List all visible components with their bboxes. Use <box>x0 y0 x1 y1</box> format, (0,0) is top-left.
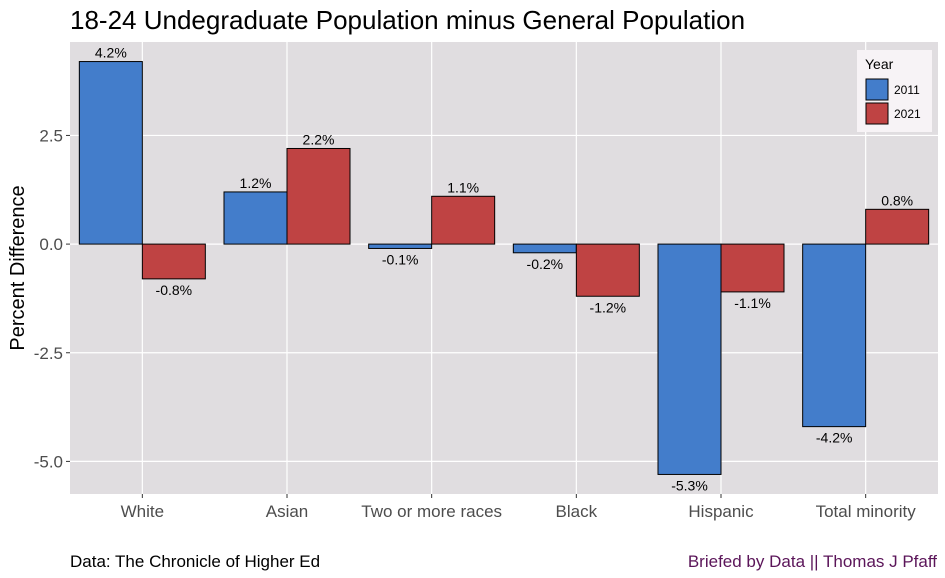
legend-label: 2011 <box>894 83 920 97</box>
bar-2011 <box>78 61 143 245</box>
legend-swatch <box>865 102 889 125</box>
legend-swatch <box>865 78 889 101</box>
x-tick-label: Total minority <box>816 502 917 521</box>
data-labels: 4.2% 1.2% -0.1% -0.2% -5.3% -4.2% -0.8% 2.2% 1.1… <box>95 45 913 494</box>
y-tick-label: 0.0 <box>39 235 63 254</box>
bar-value-label: 1.1% <box>447 179 479 195</box>
y-tick-label: 2.5 <box>39 126 63 145</box>
bar-2011 <box>223 191 288 245</box>
bar-value-label: -1.2% <box>590 299 627 315</box>
bar-value-label: -1.1% <box>734 295 771 311</box>
y-axis-title: Percent Difference <box>7 185 29 350</box>
bar-value-label: -0.1% <box>382 251 419 267</box>
x-tick-label: Asian <box>266 502 309 521</box>
credit-caption: Briefed by Data || Thomas J Pfaff <box>688 552 937 571</box>
bar-value-label: -5.3% <box>671 477 708 493</box>
x-tick-label: White <box>121 502 164 521</box>
bar-2021 <box>286 147 351 245</box>
bar-value-label: 4.2% <box>95 45 127 61</box>
bar-2021 <box>720 243 785 293</box>
bar-value-label: -0.8% <box>156 282 193 298</box>
bar-2021 <box>431 195 496 245</box>
legend-title: Year <box>865 56 894 72</box>
bar-value-label: -0.2% <box>527 256 564 272</box>
bar-value-label: -4.2% <box>816 430 853 446</box>
x-tick-label: Two or more races <box>361 502 502 521</box>
bars <box>78 61 930 475</box>
y-tick-label: -5.0 <box>34 452 63 471</box>
plot-panel <box>70 42 938 494</box>
bar-value-label: 1.2% <box>240 175 272 191</box>
bar-2021 <box>575 243 640 297</box>
chart-title: 18-24 Undegraduate Population minus Gene… <box>70 5 745 35</box>
bar-value-label: 2.2% <box>303 131 335 147</box>
y-tick-label: -2.5 <box>34 344 63 363</box>
bar-2011 <box>802 243 867 428</box>
bar-2021 <box>141 243 206 280</box>
bar-2021 <box>865 208 930 245</box>
x-tick-label: Black <box>556 502 598 521</box>
x-tick-label: Hispanic <box>688 502 754 521</box>
bar-2011 <box>657 243 722 475</box>
bar-2011 <box>368 243 433 249</box>
legend-label: 2021 <box>894 107 921 121</box>
y-axis: 2.5 0.0 -2.5 -5.0 <box>34 126 70 471</box>
x-axis: White Asian Two or more races Black Hispanic… <box>121 494 917 521</box>
source-caption: Data: The Chronicle of Higher Ed <box>70 552 320 571</box>
bar-value-label: 0.8% <box>881 192 913 208</box>
bar-2011 <box>512 243 577 254</box>
legend: Year 2011 2021 <box>857 50 932 132</box>
